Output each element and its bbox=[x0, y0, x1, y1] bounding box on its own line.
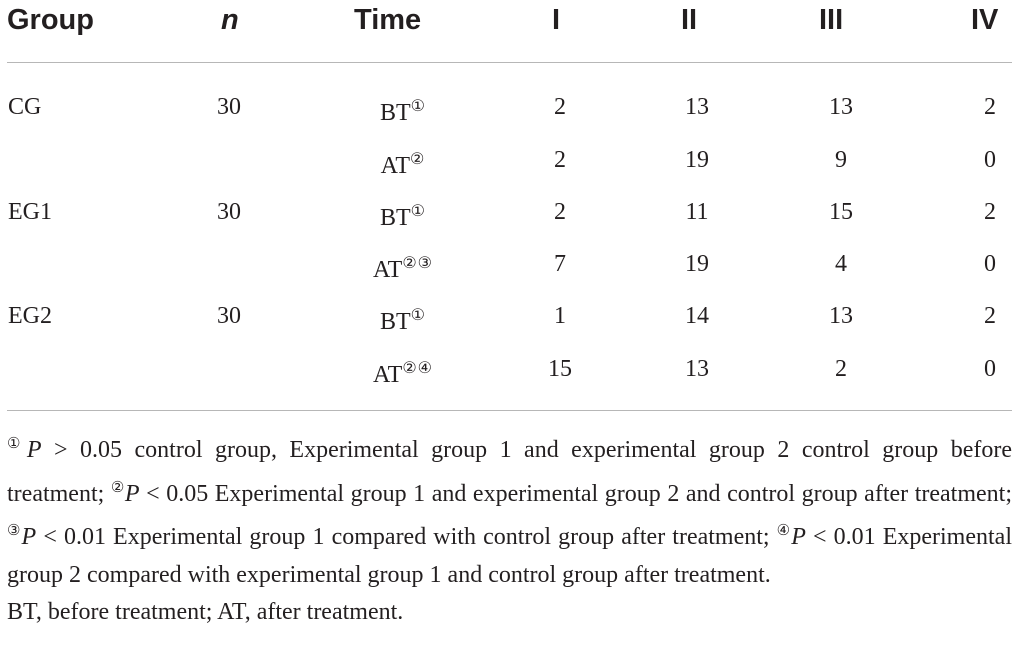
cell-grade-i: 1 bbox=[554, 303, 566, 329]
cell-grade-ii: 13 bbox=[685, 94, 709, 120]
cell-time: AT② bbox=[348, 145, 458, 181]
cell-grade-iv: 0 bbox=[984, 147, 996, 173]
time-label: AT bbox=[380, 153, 410, 179]
table-row: CG 30 BT① 2 13 13 2 bbox=[0, 88, 1017, 128]
cell-group: EG1 bbox=[8, 199, 52, 225]
cell-grade-iii: 4 bbox=[835, 251, 847, 277]
cell-grade-iii: 13 bbox=[829, 94, 853, 120]
header-group: Group bbox=[7, 4, 94, 36]
cell-grade-iv: 0 bbox=[984, 356, 996, 382]
bottom-rule bbox=[7, 410, 1012, 411]
table-header: Group n Time I II III IV bbox=[0, 0, 1017, 42]
footnote-p-3: P bbox=[21, 524, 37, 551]
cell-n: 30 bbox=[217, 94, 241, 120]
footnote-mark-2: ② bbox=[110, 479, 125, 496]
time-label: AT bbox=[372, 257, 403, 283]
table-row: EG2 30 BT① 1 14 13 2 bbox=[0, 297, 1017, 337]
table-row: AT②④ 15 13 2 0 bbox=[0, 350, 1017, 390]
cell-time: AT②③ bbox=[348, 249, 458, 285]
cell-time: BT① bbox=[348, 197, 458, 233]
cell-grade-i: 2 bbox=[554, 94, 566, 120]
header-grade-iv: IV bbox=[971, 4, 999, 36]
cell-grade-i: 2 bbox=[554, 199, 566, 225]
cell-grade-ii: 19 bbox=[685, 251, 709, 277]
cell-grade-iii: 2 bbox=[835, 356, 847, 382]
cell-grade-iv: 2 bbox=[984, 303, 996, 329]
time-footnote-mark: ① bbox=[410, 203, 426, 220]
time-label: BT bbox=[379, 205, 411, 231]
time-footnote-mark: ②④ bbox=[402, 360, 434, 377]
cell-time: AT②④ bbox=[348, 354, 458, 390]
header-time: Time bbox=[354, 4, 422, 36]
cell-grade-iv: 0 bbox=[984, 251, 996, 277]
cell-time: BT① bbox=[348, 92, 458, 128]
time-footnote-mark: ②③ bbox=[402, 255, 434, 272]
cell-grade-iv: 2 bbox=[984, 199, 996, 225]
cell-group: CG bbox=[8, 94, 42, 120]
table-row: EG1 30 BT① 2 11 15 2 bbox=[0, 193, 1017, 233]
cell-grade-iii: 13 bbox=[829, 303, 853, 329]
cell-grade-iii: 9 bbox=[835, 147, 847, 173]
abbreviations-note: BT, before treatment; AT, after treatmen… bbox=[7, 599, 404, 626]
cell-grade-iii: 15 bbox=[829, 199, 853, 225]
time-label: BT bbox=[379, 100, 411, 126]
table-row: AT②③ 7 19 4 0 bbox=[0, 245, 1017, 285]
footnote-p-1: P bbox=[26, 437, 42, 463]
header-grade-i: I bbox=[552, 4, 561, 36]
header-grade-ii: II bbox=[681, 4, 698, 36]
time-footnote-mark: ② bbox=[410, 151, 426, 168]
footnote-mark-4: ④ bbox=[776, 523, 792, 540]
cell-grade-i: 7 bbox=[554, 251, 566, 277]
cell-group: EG2 bbox=[8, 303, 52, 329]
header-n: n bbox=[221, 4, 239, 36]
footnote-p-4: P bbox=[791, 524, 806, 551]
cell-grade-ii: 13 bbox=[685, 356, 709, 382]
table-row: AT② 2 19 9 0 bbox=[0, 141, 1017, 181]
header-rule bbox=[7, 62, 1012, 63]
time-footnote-mark: ① bbox=[410, 307, 426, 324]
cell-time: BT① bbox=[348, 301, 458, 337]
time-label: BT bbox=[379, 309, 411, 335]
time-label: AT bbox=[372, 362, 403, 388]
cell-grade-i: 2 bbox=[554, 147, 566, 173]
cell-grade-ii: 11 bbox=[685, 199, 709, 225]
footnote-mark-3: ③ bbox=[7, 523, 22, 540]
footnote-p-2: P bbox=[124, 480, 140, 507]
time-footnote-mark: ① bbox=[410, 98, 426, 115]
footnote-mark-1: ① bbox=[7, 436, 27, 452]
footnote-text-3: < 0.01 Experimental group 1 compared wit… bbox=[36, 524, 777, 551]
table-footnotes: ①P > 0.05 control group, Experimental gr… bbox=[7, 426, 1012, 632]
cell-grade-iv: 2 bbox=[984, 94, 996, 120]
cell-n: 30 bbox=[217, 199, 241, 225]
footnote-text-4: < 0.01 Experimental group 2 compared wit… bbox=[7, 524, 1012, 588]
cell-n: 30 bbox=[217, 303, 241, 329]
cell-grade-ii: 19 bbox=[685, 147, 709, 173]
footnote-text-2: < 0.05 Experimental group 1 and experime… bbox=[139, 480, 1012, 507]
cell-grade-i: 15 bbox=[548, 356, 572, 382]
footnote-text-1: > 0.05 control group, Experimental group… bbox=[7, 437, 1013, 507]
cell-grade-ii: 14 bbox=[685, 303, 709, 329]
header-grade-iii: III bbox=[819, 4, 844, 36]
